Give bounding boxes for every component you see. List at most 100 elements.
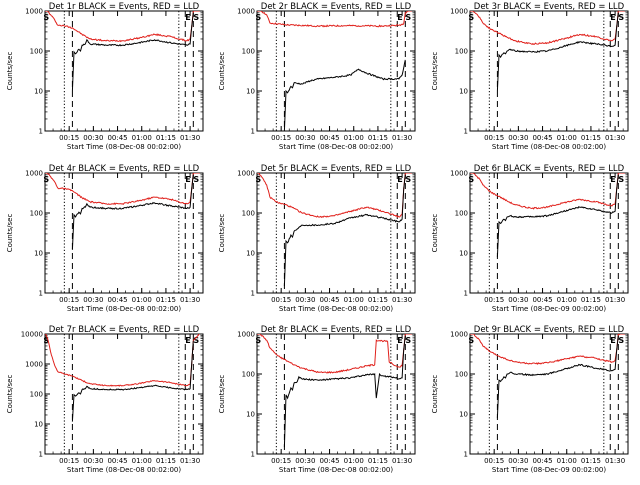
- y-tick-label: 10: [459, 411, 468, 419]
- x-tick-label: 00:30: [295, 296, 315, 304]
- y-tick-label: 10: [459, 88, 468, 96]
- x-tick-label: 01:15: [581, 457, 601, 465]
- y-tick-label: 100: [455, 371, 468, 379]
- lld-series-line: [45, 11, 200, 43]
- x-tick-label: 01:15: [156, 134, 176, 142]
- x-tick-label: 01:30: [392, 134, 412, 142]
- y-tick-label: 1000: [237, 8, 255, 16]
- lld-series-line: [45, 173, 200, 206]
- x-tick-label: 00:15: [271, 457, 291, 465]
- events-series-line: [496, 174, 619, 257]
- x-axis-label: Start Time (08-Dec-09 00:02:00): [492, 466, 606, 474]
- y-tick-label: 1: [251, 128, 255, 136]
- y-tick-label: 1000: [450, 170, 468, 178]
- events-series-line: [71, 174, 194, 250]
- plot-frame: [256, 333, 416, 455]
- interval-marker-label: S: [468, 13, 474, 22]
- chart-title: Det 3r BLACK = Events, RED = LLD: [474, 2, 625, 12]
- y-axis-label: Counts/sec: [218, 52, 226, 91]
- x-tick-label: 00:30: [508, 134, 528, 142]
- x-tick-label: 00:45: [319, 457, 339, 465]
- x-axis-label: Start Time (08-Dec-08 00:02:00): [67, 143, 181, 151]
- x-tick-label: 00:45: [319, 134, 339, 142]
- x-tick-label: 01:30: [605, 134, 625, 142]
- chart-title: Det 2r BLACK = Events, RED = LLD: [261, 2, 412, 12]
- y-tick-label: 1: [464, 128, 468, 136]
- plot-frame: [469, 333, 629, 455]
- lld-series-line: [470, 334, 625, 366]
- x-tick-label: 00:30: [508, 296, 528, 304]
- y-tick-label: 10000: [21, 331, 43, 339]
- interval-marker-label: E: [397, 336, 402, 345]
- interval-marker-label: S: [255, 13, 261, 22]
- plot-frame: [469, 172, 629, 294]
- events-series-line: [71, 340, 194, 422]
- x-tick-label: 00:15: [484, 457, 504, 465]
- x-tick-label: 00:30: [295, 457, 315, 465]
- y-tick-label: 100: [30, 48, 43, 56]
- x-axis-label: Start Time (08-Dec-08 00:02:00): [279, 305, 393, 313]
- x-tick-label: 01:00: [344, 296, 364, 304]
- interval-marker-label: E: [610, 175, 615, 184]
- y-tick-label: 1: [39, 128, 43, 136]
- interval-marker-label: S: [43, 336, 49, 345]
- y-axis-label: Counts/sec: [218, 214, 226, 253]
- x-tick-label: 00:30: [83, 457, 103, 465]
- chart-panel-5: Det 5r BLACK = Events, RED = LLD 1 10 100 10…: [218, 164, 416, 313]
- chart-title: Det 9r BLACK = Events, RED = LLD: [474, 325, 625, 335]
- x-tick-label: 00:45: [107, 296, 127, 304]
- y-tick-label: 100: [242, 371, 255, 379]
- y-tick-label: 1000: [237, 170, 255, 178]
- y-tick-label: 1000: [25, 8, 43, 16]
- x-tick-label: 01:30: [605, 457, 625, 465]
- interval-marker-label: E: [610, 13, 615, 22]
- y-axis-label: Counts/sec: [431, 214, 439, 253]
- interval-marker-label: E: [397, 13, 402, 22]
- interval-marker-label: S: [468, 175, 474, 184]
- x-axis-label: Start Time (08-Dec-08 00:02:00): [279, 466, 393, 474]
- interval-marker-label: E: [185, 13, 190, 22]
- lld-series-line: [470, 173, 625, 210]
- x-axis-label: Start Time (08-Dec-08 00:02:00): [279, 143, 393, 151]
- chart-title: Det 6r BLACK = Events, RED = LLD: [474, 164, 625, 174]
- interval-marker-label: S: [618, 336, 624, 345]
- y-tick-label: 10: [34, 250, 43, 258]
- x-tick-label: 00:15: [271, 134, 291, 142]
- interval-marker-label: S: [43, 175, 49, 184]
- chart-panel-3: Det 3r BLACK = Events, RED = LLD 1 10 100 10…: [431, 2, 629, 151]
- x-tick-label: 01:15: [581, 296, 601, 304]
- x-tick-label: 00:30: [83, 134, 103, 142]
- interval-marker-label: S: [618, 13, 624, 22]
- chart-title: Det 7r BLACK = Events, RED = LLD: [49, 325, 200, 335]
- chart-panel-8: Det 8r BLACK = Events, RED = LLD 1 10 100 10…: [218, 325, 416, 474]
- interval-marker-label: S: [405, 13, 411, 22]
- y-tick-label: 100: [242, 210, 255, 218]
- events-series-line: [283, 335, 406, 448]
- x-axis-label: Start Time (08-Dec-09 00:02:00): [492, 305, 606, 313]
- y-tick-label: 10: [34, 421, 43, 429]
- x-tick-label: 00:15: [271, 296, 291, 304]
- x-tick-label: 01:00: [132, 296, 152, 304]
- y-tick-label: 1: [251, 451, 255, 459]
- chart-panel-9: Det 9r BLACK = Events, RED = LLD 1 10 100 10…: [431, 325, 629, 474]
- chart-panel-7: Det 7r BLACK = Events, RED = LLD 1 10 100 10…: [6, 325, 204, 474]
- plot-frame: [44, 333, 204, 455]
- x-tick-label: 00:45: [532, 296, 552, 304]
- interval-marker-label: S: [618, 175, 624, 184]
- x-tick-label: 00:15: [484, 134, 504, 142]
- events-series-line: [496, 335, 619, 418]
- x-tick-label: 01:30: [180, 134, 200, 142]
- y-tick-label: 100: [455, 210, 468, 218]
- x-axis-label: Start Time (08-Dec-08 00:02:00): [67, 305, 181, 313]
- events-series-line: [496, 12, 619, 92]
- x-tick-label: 00:30: [508, 457, 528, 465]
- lld-series-line: [470, 11, 625, 46]
- y-tick-label: 10: [246, 411, 255, 419]
- y-tick-label: 1000: [237, 331, 255, 339]
- x-tick-label: 01:30: [392, 457, 412, 465]
- x-tick-label: 01:30: [180, 296, 200, 304]
- x-tick-label: 01:00: [132, 457, 152, 465]
- x-tick-label: 01:00: [344, 457, 364, 465]
- interval-marker-label: S: [405, 336, 411, 345]
